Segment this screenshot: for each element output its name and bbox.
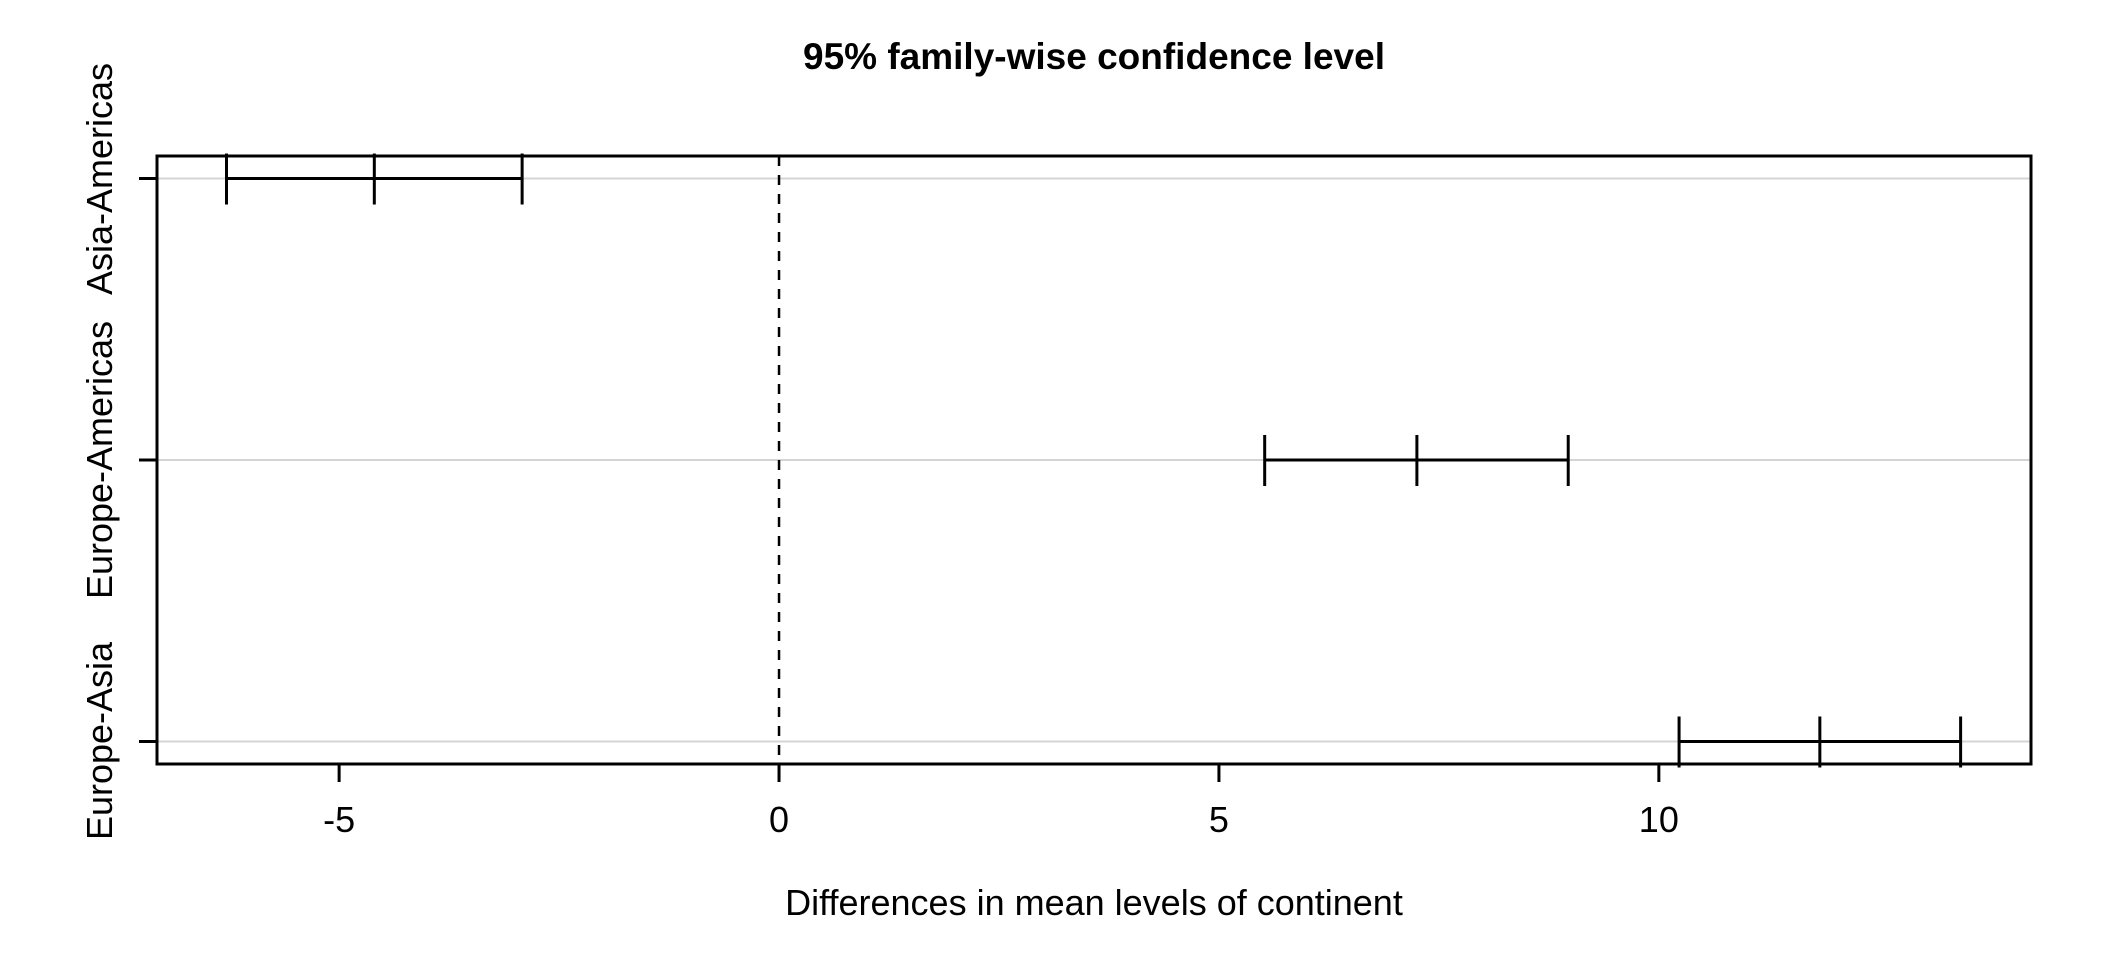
x-tick-label: 0 <box>769 799 790 840</box>
y-axis-label-europe-americas: Europe-Americas <box>79 320 120 600</box>
x-tick-label: 5 <box>1208 799 1229 840</box>
x-axis-label: Differences in mean levels of continent <box>785 882 1403 923</box>
y-axis-label-europe-asia: Europe-Asia <box>79 642 120 841</box>
y-axis-label-asia-americas: Asia-Americas <box>79 62 120 295</box>
x-tick-label: 10 <box>1638 799 1679 840</box>
chart-title: 95% family-wise confidence level <box>803 36 1385 77</box>
x-tick-label: -5 <box>323 799 356 840</box>
